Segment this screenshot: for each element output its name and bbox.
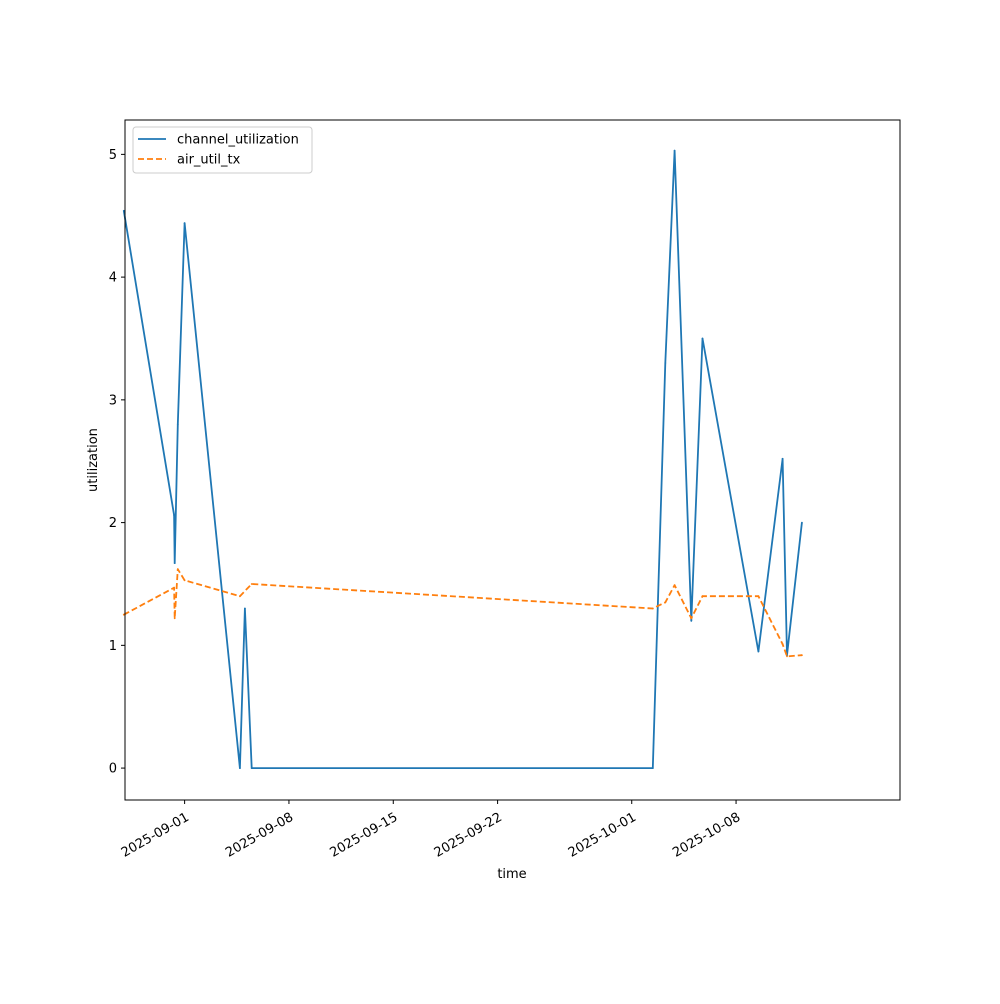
- data-point-channel_utilization-3: [176, 423, 179, 426]
- y-axis-label: utilization: [86, 428, 101, 492]
- data-point-air_util_tx-0: [122, 613, 125, 616]
- y-tick-label: 3: [109, 393, 117, 408]
- data-point-air_util_tx-13: [781, 643, 784, 645]
- data-point-air_util_tx-10: [690, 617, 693, 620]
- data-point-channel_utilization-7: [250, 767, 253, 769]
- data-point-air_util_tx-8: [664, 601, 667, 604]
- data-point-channel_utilization-11: [690, 619, 693, 622]
- y-tick-label: 5: [109, 148, 117, 163]
- data-point-channel_utilization-9: [664, 362, 667, 364]
- data-point-air_util_tx-4: [183, 579, 186, 582]
- data-point-air_util_tx-7: [651, 607, 654, 610]
- plot-area-frame: [124, 119, 901, 801]
- legend: channel_utilization air_util_tx: [132, 126, 313, 174]
- legend-label-channel_utilization: channel_utilization: [177, 133, 299, 148]
- y-tick-label: 0: [109, 762, 117, 777]
- data-point-air_util_tx-15: [801, 654, 803, 657]
- x-axis-label: time: [497, 867, 526, 882]
- data-point-air_util_tx-1: [173, 586, 176, 589]
- y-tick-label: 1: [109, 639, 117, 654]
- data-point-air_util_tx-14: [786, 655, 788, 658]
- data-point-air_util_tx-9: [673, 584, 676, 587]
- data-point-air_util_tx-11: [701, 595, 704, 598]
- data-point-air_util_tx-12: [757, 595, 760, 598]
- data-point-channel_utilization-12: [701, 337, 704, 340]
- data-point-air_util_tx-6: [250, 583, 253, 585]
- data-point-air_util_tx-5: [239, 595, 241, 598]
- data-point-channel_utilization-0: [122, 209, 125, 212]
- data-point-channel_utilization-1: [173, 514, 176, 517]
- data-point-air_util_tx-2: [173, 617, 176, 620]
- legend-label-air_util_tx: air_util_tx: [177, 153, 241, 168]
- data-point-channel_utilization-2: [173, 562, 176, 564]
- data-point-channel_utilization-16: [801, 521, 803, 524]
- y-tick-label: 4: [109, 271, 117, 286]
- data-point-channel_utilization-13: [757, 650, 760, 653]
- data-point-channel_utilization-10: [673, 149, 676, 152]
- legend-box: [132, 126, 313, 174]
- data-point-air_util_tx-3: [176, 568, 179, 571]
- data-point-channel_utilization-4: [183, 222, 186, 225]
- series-line-air_util_tx: [123, 568, 802, 658]
- data-point-channel_utilization-14: [781, 457, 784, 460]
- y-axis: 0 1 2 3 4 5: [109, 148, 125, 777]
- y-tick-label: 2: [109, 516, 117, 531]
- data-point-channel_utilization-8: [651, 767, 654, 769]
- data-point-channel_utilization-6: [244, 607, 246, 610]
- data-point-channel_utilization-5: [239, 767, 241, 769]
- series-layer: [122, 149, 803, 769]
